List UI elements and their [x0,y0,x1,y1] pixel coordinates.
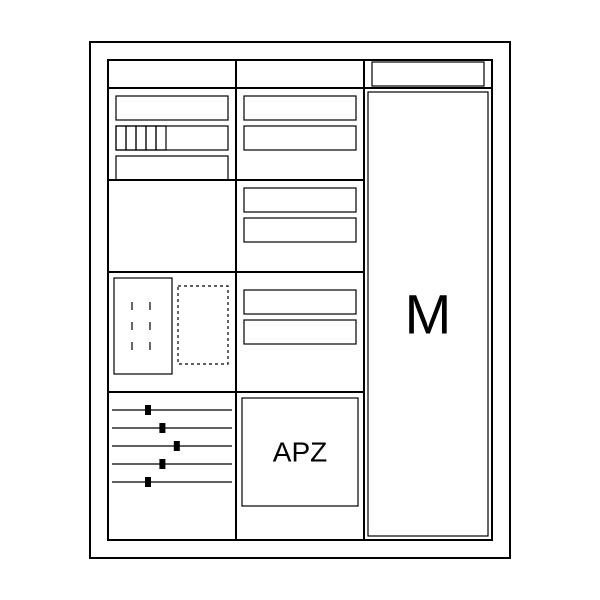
bus-tap-4 [145,477,151,487]
m-label: M [405,283,452,346]
distribution-board-diagram: APZ M [0,0,600,600]
bus-tap-0 [145,405,151,415]
bus-tap-2 [174,441,180,451]
apz-label: APZ [273,437,327,468]
bus-tap-1 [159,423,165,433]
bus-tap-3 [159,459,165,469]
